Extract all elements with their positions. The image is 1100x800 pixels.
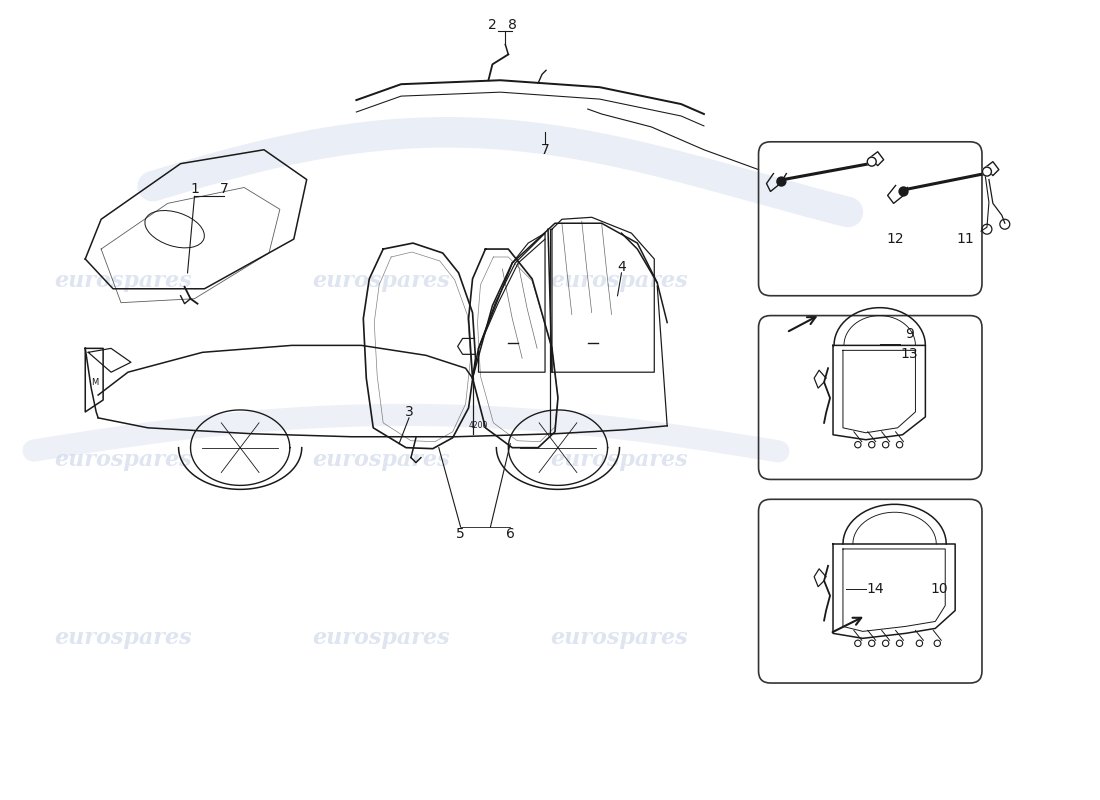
Text: 3: 3 — [405, 405, 414, 419]
Text: 4: 4 — [617, 260, 626, 274]
Text: 1: 1 — [190, 182, 199, 197]
Text: 14: 14 — [867, 582, 884, 596]
Text: M: M — [91, 378, 99, 386]
Text: eurospares: eurospares — [551, 270, 689, 292]
Text: eurospares: eurospares — [312, 270, 450, 292]
Text: 2: 2 — [488, 18, 497, 32]
Text: 6: 6 — [506, 527, 515, 541]
Text: eurospares: eurospares — [551, 449, 689, 470]
Text: 7: 7 — [220, 182, 229, 197]
Text: 11: 11 — [956, 232, 974, 246]
Circle shape — [899, 187, 907, 196]
Text: eurospares: eurospares — [551, 627, 689, 650]
Text: 4200: 4200 — [469, 422, 488, 430]
Text: 7: 7 — [541, 142, 549, 157]
Text: 13: 13 — [901, 347, 918, 362]
Text: eurospares: eurospares — [312, 627, 450, 650]
Text: 5: 5 — [456, 527, 465, 541]
Text: 9: 9 — [905, 327, 914, 342]
Text: eurospares: eurospares — [312, 449, 450, 470]
Text: eurospares: eurospares — [54, 270, 191, 292]
Circle shape — [982, 167, 991, 176]
Circle shape — [867, 157, 877, 166]
Circle shape — [777, 177, 785, 186]
Text: 10: 10 — [931, 582, 948, 596]
Text: eurospares: eurospares — [54, 627, 191, 650]
Text: eurospares: eurospares — [54, 449, 191, 470]
Text: 12: 12 — [887, 232, 904, 246]
Text: 8: 8 — [508, 18, 517, 32]
